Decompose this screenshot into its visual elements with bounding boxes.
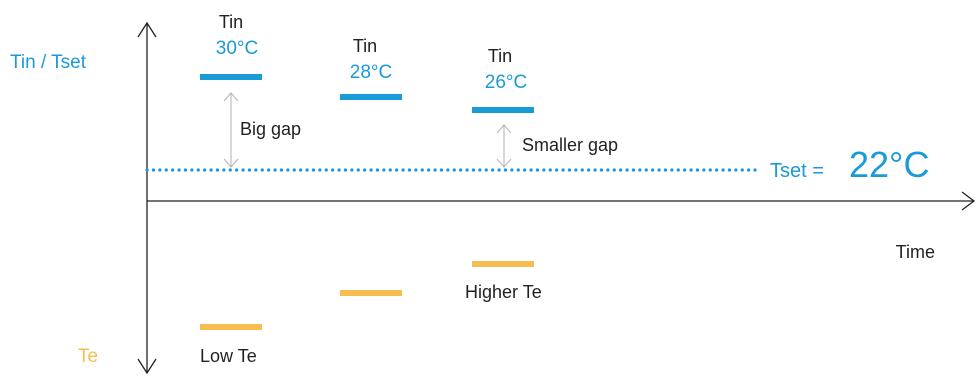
te-marker-3-label: Higher Te	[465, 282, 542, 302]
vertical-axis-bottom-arrowhead	[137, 358, 157, 375]
tin-marker-2-value: 28°C	[350, 62, 392, 83]
tin-marker-1: Tin 30°C	[200, 12, 262, 80]
tset-value: 22°C	[849, 144, 929, 185]
te-marker-1-bar	[200, 324, 262, 330]
smaller-gap-label: Smaller gap	[522, 135, 618, 155]
vertical-axis	[137, 21, 157, 375]
axis-label-time: Time	[896, 242, 935, 262]
te-marker-2	[340, 290, 402, 296]
tin-marker-2-bar	[340, 94, 402, 100]
tin-marker-2: Tin 28°C	[340, 36, 402, 100]
te-marker-3-bar	[472, 261, 534, 267]
time-axis	[147, 191, 976, 211]
te-marker-1-label: Low Te	[200, 346, 257, 366]
big-gap-arrow-top-head	[223, 92, 239, 102]
te-marker-2-bar	[340, 290, 402, 296]
te-marker-3: Higher Te	[465, 261, 542, 302]
axis-label-tin-tset: Tin / Tset	[10, 52, 87, 73]
tin-marker-1-bar	[200, 74, 262, 80]
vertical-axis-top-arrowhead	[137, 21, 157, 38]
tin-marker-3-bar	[472, 107, 534, 113]
tin-marker-3-label: Tin	[488, 46, 512, 66]
big-gap-label: Big gap	[240, 119, 301, 139]
time-axis-arrowhead	[961, 191, 976, 211]
smaller-gap-arrow-bottom-head	[496, 158, 512, 168]
big-gap-arrow	[223, 92, 239, 168]
tin-marker-1-label: Tin	[219, 12, 243, 32]
smaller-gap-arrow	[496, 124, 512, 168]
big-gap-arrow-bottom-head	[223, 158, 239, 168]
tin-marker-3: Tin 26°C	[472, 46, 534, 113]
te-marker-1: Low Te	[200, 324, 262, 366]
tin-marker-1-value: 30°C	[216, 38, 258, 59]
tset-label: Tset =	[770, 160, 824, 182]
tin-marker-2-label: Tin	[353, 36, 377, 56]
tin-marker-3-value: 26°C	[485, 72, 527, 93]
smaller-gap-arrow-top-head	[496, 124, 512, 134]
axis-label-te: Te	[78, 346, 98, 367]
